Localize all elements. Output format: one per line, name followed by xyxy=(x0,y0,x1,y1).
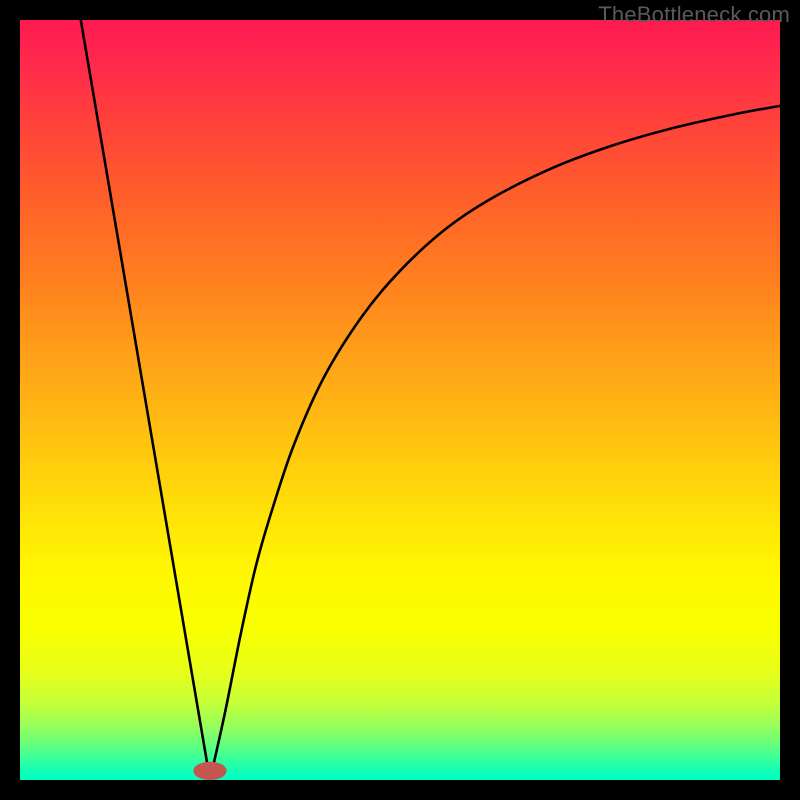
chart-svg xyxy=(0,0,800,800)
minimum-marker xyxy=(193,762,226,780)
bottleneck-chart: TheBottleneck.com xyxy=(0,0,800,800)
watermark-label: TheBottleneck.com xyxy=(598,2,790,28)
chart-background-gradient xyxy=(20,20,780,780)
